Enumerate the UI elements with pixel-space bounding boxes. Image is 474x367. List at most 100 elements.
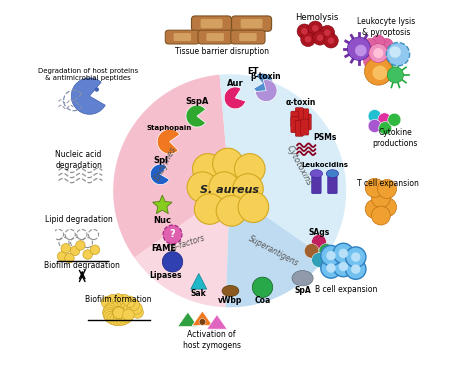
- Circle shape: [116, 300, 128, 312]
- Circle shape: [113, 307, 125, 319]
- Text: Biofilm formation: Biofilm formation: [85, 295, 152, 304]
- FancyBboxPatch shape: [198, 30, 232, 44]
- Circle shape: [360, 47, 373, 60]
- Circle shape: [163, 225, 182, 244]
- Circle shape: [61, 244, 71, 253]
- Circle shape: [192, 154, 223, 184]
- FancyBboxPatch shape: [231, 16, 272, 31]
- Text: Coa: Coa: [255, 297, 271, 305]
- Circle shape: [213, 148, 243, 179]
- Circle shape: [199, 319, 206, 325]
- Text: Staphopain: Staphopain: [147, 125, 192, 131]
- Circle shape: [90, 245, 100, 255]
- Circle shape: [113, 307, 125, 319]
- Wedge shape: [224, 87, 246, 109]
- Text: Enzymes: Enzymes: [153, 145, 179, 182]
- Text: Activation of
host zymogens: Activation of host zymogens: [182, 330, 240, 350]
- Text: FAME: FAME: [152, 244, 177, 252]
- Circle shape: [132, 306, 144, 318]
- Circle shape: [355, 45, 367, 57]
- Circle shape: [123, 309, 134, 321]
- Circle shape: [333, 256, 354, 277]
- FancyBboxPatch shape: [295, 120, 303, 137]
- Circle shape: [113, 300, 124, 312]
- Circle shape: [113, 307, 125, 319]
- Text: Hemolysis: Hemolysis: [295, 13, 339, 22]
- Circle shape: [238, 192, 269, 222]
- Circle shape: [312, 235, 326, 249]
- Circle shape: [386, 43, 410, 66]
- Ellipse shape: [310, 170, 323, 178]
- FancyBboxPatch shape: [291, 111, 299, 127]
- Circle shape: [107, 301, 118, 313]
- Text: S. aureus: S. aureus: [200, 185, 259, 195]
- Wedge shape: [254, 73, 273, 94]
- Circle shape: [103, 309, 115, 321]
- Wedge shape: [71, 78, 105, 114]
- Circle shape: [57, 252, 67, 261]
- Circle shape: [347, 37, 371, 61]
- Circle shape: [113, 307, 125, 319]
- Circle shape: [113, 307, 125, 319]
- Circle shape: [308, 21, 323, 36]
- Circle shape: [321, 246, 341, 266]
- Wedge shape: [150, 164, 169, 185]
- Wedge shape: [113, 75, 230, 258]
- Circle shape: [121, 303, 133, 315]
- Circle shape: [113, 307, 125, 319]
- Circle shape: [113, 307, 125, 319]
- Circle shape: [324, 29, 330, 36]
- Polygon shape: [153, 195, 172, 214]
- Circle shape: [118, 294, 130, 306]
- Circle shape: [378, 113, 391, 126]
- Circle shape: [101, 297, 113, 308]
- Circle shape: [326, 251, 336, 260]
- FancyBboxPatch shape: [295, 108, 303, 124]
- Circle shape: [124, 296, 135, 308]
- Circle shape: [235, 154, 265, 184]
- Circle shape: [312, 253, 326, 267]
- Circle shape: [113, 307, 125, 319]
- FancyBboxPatch shape: [301, 119, 309, 135]
- Circle shape: [109, 300, 121, 312]
- Text: Co-factors: Co-factors: [166, 233, 206, 254]
- Circle shape: [113, 307, 125, 319]
- Circle shape: [320, 25, 335, 40]
- Circle shape: [105, 311, 116, 323]
- Text: ET: ET: [247, 67, 259, 76]
- Circle shape: [319, 244, 334, 258]
- Text: T cell expansion: T cell expansion: [357, 179, 419, 188]
- Circle shape: [121, 311, 133, 323]
- Circle shape: [110, 314, 121, 326]
- Circle shape: [304, 244, 319, 258]
- Circle shape: [364, 55, 377, 68]
- Ellipse shape: [292, 270, 313, 286]
- Text: Leukocyte lysis
& pyroptosis: Leukocyte lysis & pyroptosis: [357, 17, 415, 37]
- Circle shape: [372, 58, 385, 71]
- Wedge shape: [255, 80, 277, 102]
- Circle shape: [328, 37, 334, 44]
- Circle shape: [312, 25, 319, 32]
- FancyBboxPatch shape: [303, 114, 311, 130]
- Circle shape: [380, 38, 393, 51]
- Circle shape: [368, 110, 381, 123]
- Text: Nuc: Nuc: [153, 215, 171, 225]
- Circle shape: [116, 314, 128, 326]
- Circle shape: [128, 299, 139, 310]
- Text: PSMs: PSMs: [313, 132, 337, 142]
- Text: Nucleic acid
degradation: Nucleic acid degradation: [55, 150, 102, 170]
- Text: Spl: Spl: [153, 156, 168, 164]
- Circle shape: [333, 243, 354, 264]
- Circle shape: [209, 172, 239, 203]
- FancyBboxPatch shape: [206, 33, 224, 41]
- Circle shape: [365, 200, 384, 218]
- Circle shape: [123, 307, 135, 319]
- Circle shape: [113, 307, 125, 319]
- Circle shape: [113, 307, 125, 319]
- Circle shape: [351, 264, 360, 274]
- Text: ?: ?: [170, 229, 175, 240]
- Circle shape: [113, 307, 125, 319]
- Circle shape: [351, 252, 360, 262]
- Circle shape: [102, 307, 114, 319]
- Circle shape: [372, 35, 385, 48]
